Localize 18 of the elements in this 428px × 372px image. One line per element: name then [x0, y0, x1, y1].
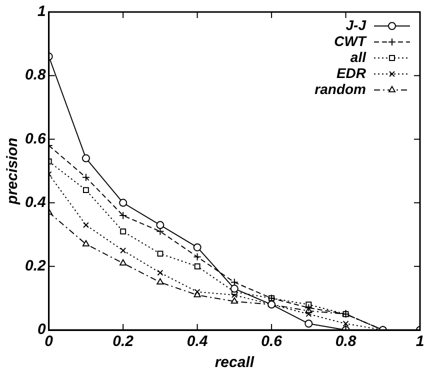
- x-tick-label: 0.6: [261, 333, 283, 350]
- y-tick-label: 0.4: [24, 194, 46, 211]
- legend-label: EDR: [336, 64, 367, 81]
- y-axis-title: precision: [4, 138, 22, 206]
- y-tick-label: 0.2: [24, 258, 46, 275]
- legend-label: J-J: [346, 16, 368, 33]
- y-tick-label: 0.8: [24, 66, 46, 84]
- x-tick-label: 0.2: [112, 333, 134, 350]
- legend-label: CWT: [334, 32, 368, 49]
- y-tick-label: 0: [38, 321, 47, 338]
- x-axis-title: recall: [214, 354, 255, 372]
- y-tick-label: 0.6: [24, 130, 46, 148]
- x-tick-label: 1: [416, 333, 424, 350]
- legend-label: all: [350, 48, 368, 65]
- y-tick-label: 1: [38, 3, 46, 20]
- x-tick-label: 0.8: [335, 333, 357, 350]
- legend-label: random: [314, 80, 366, 97]
- x-tick-label: 0.4: [186, 333, 208, 350]
